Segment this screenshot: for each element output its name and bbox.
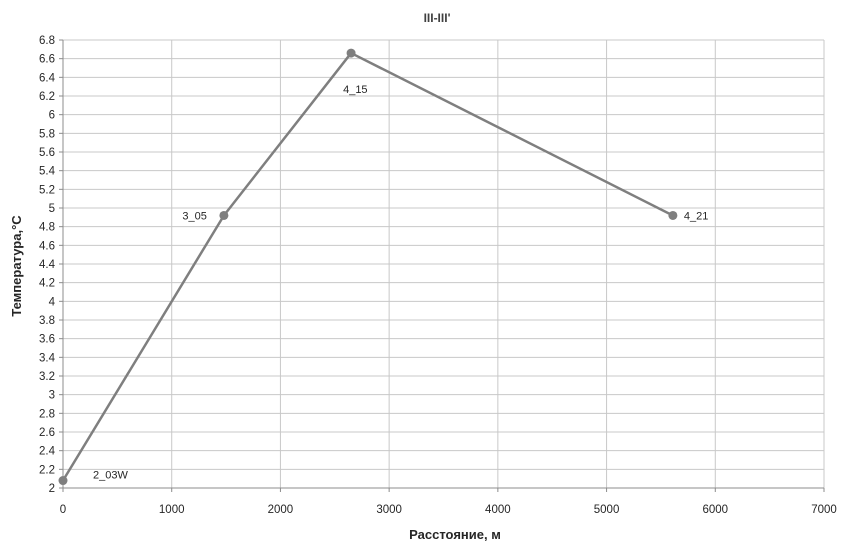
data-label: 4_15: [343, 84, 367, 96]
y-tick-label: 4: [49, 296, 56, 308]
series: [58, 48, 678, 486]
y-tick-label: 3.8: [39, 315, 55, 327]
y-tick-label: 2.4: [39, 446, 56, 458]
x-tick-label: 4000: [485, 504, 511, 516]
y-tick-label: 6.6: [39, 54, 55, 66]
y-tick-label: 5.8: [39, 128, 55, 140]
y-tick-label: 3.6: [39, 334, 55, 346]
data-label: 2_03W: [93, 470, 128, 482]
x-axis-ticks: 0 1000 2000 3000 4000 5000 6000 7000: [60, 504, 837, 516]
data-point: [346, 48, 356, 58]
data-label: 4_21: [684, 210, 708, 222]
point-labels: 2_03W 3_05 4_15 4_21: [93, 84, 708, 481]
y-tick-label: 2.8: [39, 408, 55, 420]
y-tick-label: 5.6: [39, 147, 55, 159]
x-tick-label: 2000: [268, 504, 294, 516]
x-tick-label: 3000: [376, 504, 402, 516]
x-tick-label: 5000: [594, 504, 620, 516]
data-label: 3_05: [182, 210, 206, 222]
axes: [59, 39, 825, 492]
y-tick-label: 4.8: [39, 222, 55, 234]
y-tick-label: 2: [49, 483, 55, 495]
y-tick-label: 6.4: [39, 72, 56, 84]
y-axis-ticks: 2 2.2 2.4 2.6 2.8 3 3.2 3.4 3.6 3.8 4 4.2 4.4 4.6 4.8 5…: [39, 35, 56, 495]
data-point: [668, 210, 678, 220]
data-point: [219, 210, 229, 220]
x-tick-label: 1000: [159, 504, 185, 516]
y-tick-label: 6.2: [39, 91, 55, 103]
y-tick-label: 4.6: [39, 240, 55, 252]
y-tick-label: 4.4: [39, 259, 56, 271]
x-tick-label: 6000: [702, 504, 728, 516]
y-tick-label: 3: [49, 390, 55, 402]
series-line: [61, 51, 674, 482]
y-tick-label: 3.2: [39, 371, 55, 383]
x-tick-label: 7000: [811, 504, 837, 516]
y-tick-label: 3.4: [39, 352, 56, 364]
y-tick-label: 4.2: [39, 278, 55, 290]
grid: [62, 39, 825, 489]
y-tick-label: 2.6: [39, 427, 55, 439]
x-axis-title: Расстояние, м: [409, 527, 501, 542]
y-tick-label: 5: [49, 203, 55, 215]
data-point: [58, 476, 68, 486]
x-tick-label: 0: [60, 504, 66, 516]
chart-title: III-III': [424, 11, 451, 25]
y-tick-label: 2.2: [39, 464, 55, 476]
y-tick-label: 5.2: [39, 184, 55, 196]
y-axis-title: Температура,°С: [9, 215, 24, 317]
y-tick-label: 5.4: [39, 166, 56, 178]
y-tick-label: 6.8: [39, 35, 55, 47]
y-tick-label: 6: [49, 110, 55, 122]
